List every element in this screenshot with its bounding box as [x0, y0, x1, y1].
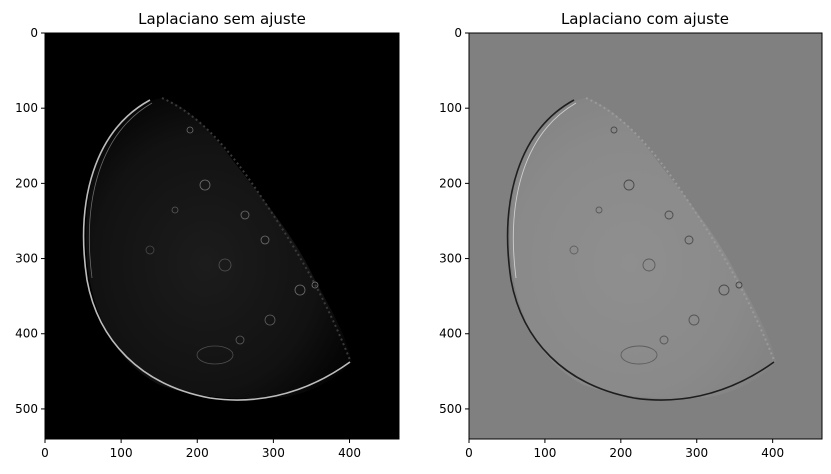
x-axis: 0 100 200 300 400 [465, 439, 784, 460]
y-axis: 0 100 200 300 400 500 [15, 26, 45, 416]
x-tick-label: 200 [609, 446, 632, 460]
x-tick-label: 300 [685, 446, 708, 460]
axes-frame [468, 32, 823, 440]
y-tick-label: 0 [454, 26, 462, 40]
x-tick-label: 100 [533, 446, 556, 460]
x-tick-label: 400 [761, 446, 784, 460]
panel-title: Laplaciano sem ajuste [138, 10, 306, 28]
y-tick-label: 300 [15, 252, 38, 266]
y-axis: 0 100 200 300 400 500 [439, 26, 469, 416]
y-tick-label: 400 [439, 327, 462, 341]
x-tick-label: 0 [41, 446, 49, 460]
axes-frame [44, 32, 400, 440]
x-tick-label: 0 [465, 446, 473, 460]
y-tick-label: 200 [439, 176, 462, 190]
y-tick-label: 400 [15, 327, 38, 341]
panel-laplacian-adjusted: Laplaciano com ajuste 0 100 200 300 400 500 0… [439, 10, 823, 460]
x-tick-label: 300 [262, 446, 285, 460]
x-tick-label: 400 [338, 446, 361, 460]
x-axis: 0 100 200 300 400 [41, 439, 361, 460]
moon-edge-image [82, 97, 353, 401]
y-tick-label: 100 [15, 101, 38, 115]
y-tick-label: 200 [15, 176, 38, 190]
moon-edge-image [506, 97, 776, 401]
y-tick-label: 500 [15, 402, 38, 416]
y-tick-label: 300 [439, 252, 462, 266]
y-tick-label: 100 [439, 101, 462, 115]
x-tick-label: 200 [186, 446, 209, 460]
x-tick-label: 100 [110, 446, 133, 460]
y-tick-label: 500 [439, 402, 462, 416]
panel-title: Laplaciano com ajuste [561, 10, 729, 28]
y-tick-label: 0 [30, 26, 38, 40]
